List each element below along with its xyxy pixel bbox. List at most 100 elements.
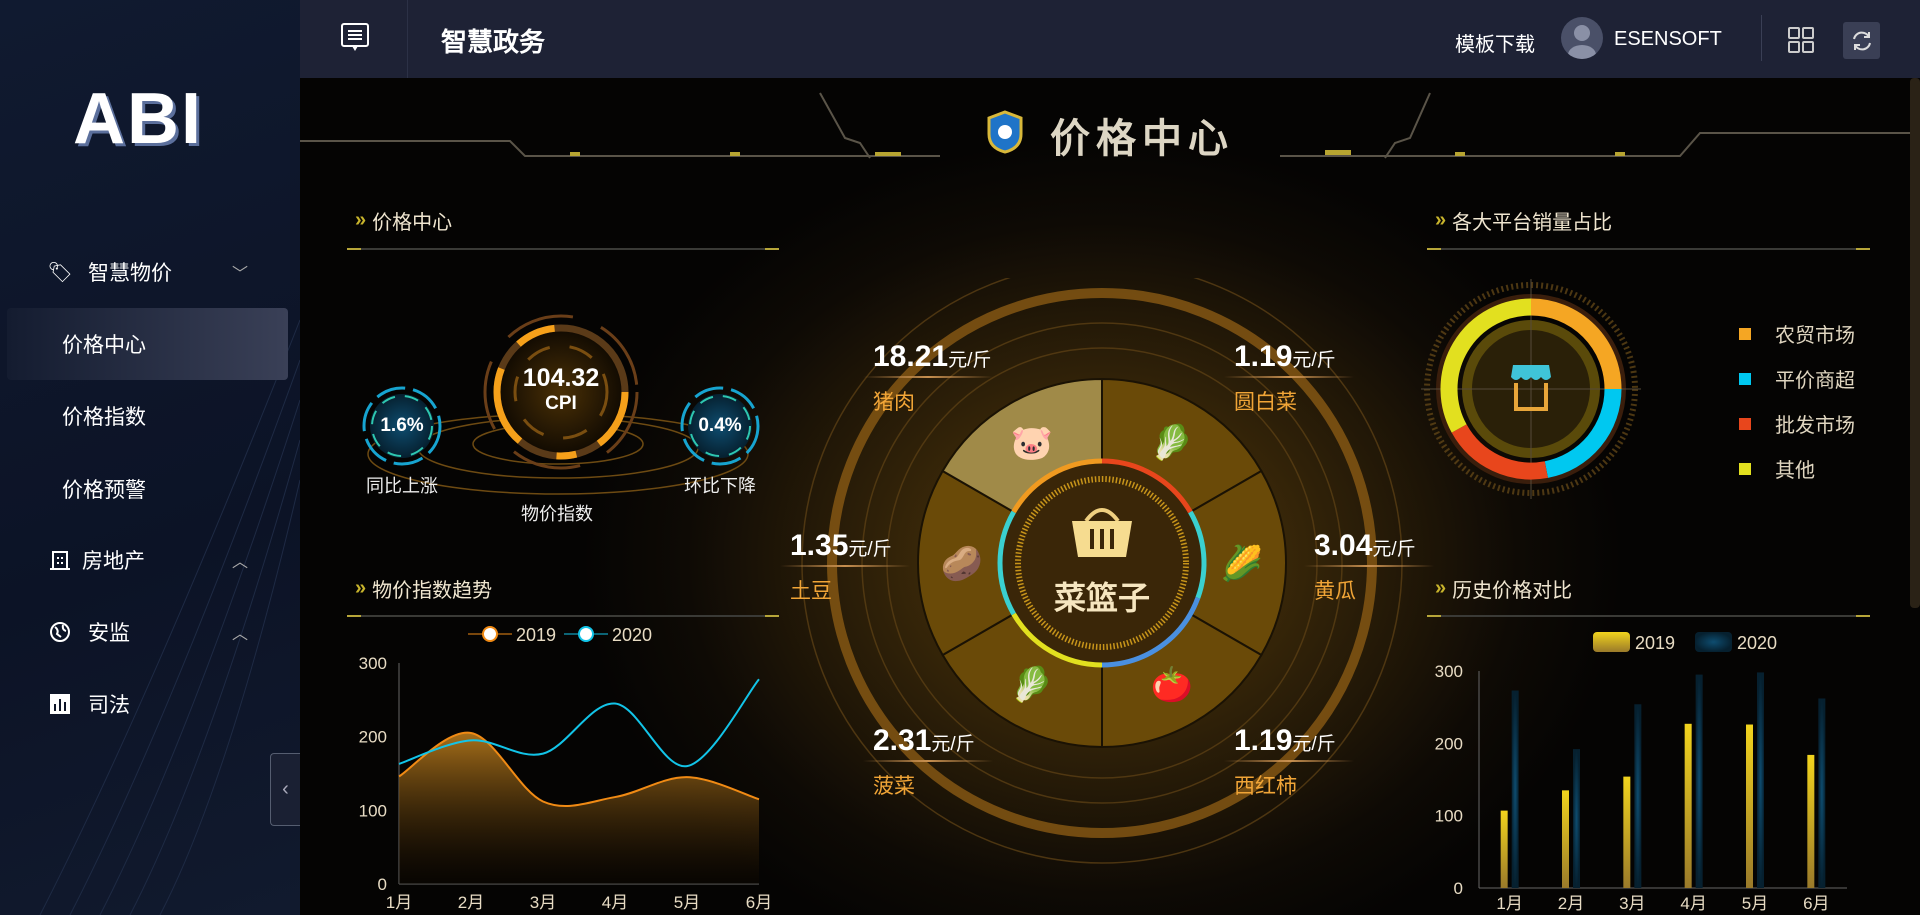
bar-2020-2月 bbox=[1573, 749, 1580, 888]
sidebar-item-price-index[interactable]: 价格指数 bbox=[0, 386, 300, 446]
bar-2019-1月 bbox=[1500, 810, 1508, 888]
item-name: 猪肉 bbox=[873, 391, 915, 414]
potato-icon: 🥔 bbox=[941, 544, 983, 583]
x-tick-label: 6月 bbox=[746, 893, 772, 912]
basket-item-3[interactable]: 3.04元/斤黄瓜 bbox=[1304, 529, 1434, 605]
chevron-left-icon: ‹ bbox=[282, 778, 289, 800]
bar-2019-3月 bbox=[1623, 776, 1631, 888]
sidebar-item-safety[interactable]: 安监 ︿ bbox=[0, 602, 300, 662]
building-icon bbox=[48, 548, 72, 572]
sidebar-item-real-estate[interactable]: 房地产 ︿ bbox=[0, 530, 300, 590]
basket-item-0[interactable]: 18.21元/斤 猪肉 bbox=[863, 340, 993, 416]
emblem-icon bbox=[986, 110, 1024, 159]
grid-icon[interactable] bbox=[1787, 26, 1815, 59]
item-name: 黄瓜 bbox=[1314, 580, 1356, 603]
legend-item[interactable]: 平价商超 bbox=[1739, 364, 1855, 393]
sidebar-item-judicial[interactable]: 司法 bbox=[0, 674, 300, 734]
app-title: 智慧政务 bbox=[441, 27, 546, 57]
x-tick-label: 1月 bbox=[1496, 894, 1522, 913]
donut-segment-0 bbox=[1530, 298, 1622, 390]
y-tick-label: 300 bbox=[1435, 662, 1463, 681]
legend-label: 平价商超 bbox=[1775, 370, 1855, 392]
sidebar-item-price-warning[interactable]: 价格预警 bbox=[0, 459, 300, 519]
y-tick-label: 300 bbox=[359, 654, 387, 673]
tag-icon: 🏷 bbox=[47, 261, 73, 284]
line-2020 bbox=[398, 678, 760, 768]
y-tick-label: 100 bbox=[359, 801, 387, 820]
legend-swatch bbox=[1739, 372, 1751, 385]
globe-icon bbox=[48, 620, 72, 644]
list-icon[interactable] bbox=[340, 22, 370, 59]
cpi-gauges bbox=[362, 314, 760, 495]
donut-segment-2 bbox=[1451, 424, 1548, 480]
x-tick-label: 2月 bbox=[1558, 894, 1584, 913]
legend-item[interactable]: 其他 bbox=[1739, 454, 1855, 483]
legend-label: 农贸市场 bbox=[1775, 325, 1855, 347]
legend-marker bbox=[482, 626, 498, 642]
item-name: 菠菜 bbox=[873, 775, 915, 798]
sidebar-item-label: 安监 bbox=[88, 622, 130, 645]
legend-item[interactable]: 农贸市场 bbox=[1739, 319, 1855, 348]
legend-swatch bbox=[1739, 417, 1751, 430]
basket-item-2[interactable]: 1.35元/斤 土豆 bbox=[780, 529, 910, 605]
logo: ABI bbox=[73, 79, 203, 159]
trend-chart: 0 100 200 300 1月 2月 3月 4月 5月 6月 2019 2020 bbox=[359, 625, 773, 912]
yoy-label: 同比上涨 bbox=[366, 476, 438, 496]
glow-ring bbox=[886, 347, 1318, 779]
divider bbox=[347, 615, 779, 617]
price-value: 3.04元/斤 bbox=[1314, 529, 1416, 562]
basket-item-5[interactable]: 1.19元/斤 西红柿 bbox=[1224, 724, 1354, 800]
x-tick-label: 5月 bbox=[1742, 894, 1768, 913]
divider bbox=[347, 248, 779, 250]
basket-item-1[interactable]: 1.19元/斤 圆白菜 bbox=[1224, 340, 1354, 416]
sidebar-item-label: 价格中心 bbox=[62, 334, 146, 357]
chevron-up-icon: ︿ bbox=[232, 554, 249, 571]
bar-2019-2月 bbox=[1562, 790, 1569, 888]
donut-segment-3 bbox=[1440, 298, 1532, 433]
x-tick-label: 4月 bbox=[602, 893, 628, 912]
bar-2019-4月 bbox=[1684, 723, 1692, 888]
sidebar-item-price-center[interactable]: 价格中心 bbox=[7, 308, 288, 380]
legend-item[interactable]: 批发市场 bbox=[1739, 409, 1855, 438]
x-tick-label: 5月 bbox=[674, 893, 700, 912]
cpi-label: CPI bbox=[545, 393, 577, 414]
avatar[interactable] bbox=[1561, 17, 1603, 59]
line-2019 bbox=[398, 731, 760, 807]
center-ring-segment bbox=[1011, 612, 1103, 668]
basket-center-label: 菜篮子 bbox=[1054, 580, 1150, 616]
y-tick-label: 200 bbox=[1435, 734, 1463, 753]
basket-item-4[interactable]: 2.31元/斤菠菜 bbox=[863, 724, 993, 800]
bar-2020-3月 bbox=[1634, 704, 1642, 888]
panel-title-history: » 历史价格对比 bbox=[1435, 577, 1573, 602]
price-value: 2.31元/斤 bbox=[873, 724, 975, 757]
collapse-sidebar-button[interactable]: ‹ bbox=[270, 753, 300, 826]
template-download-link[interactable]: 模板下载 bbox=[1455, 34, 1535, 56]
platform-share-legend: 农贸市场平价商超批发市场其他 bbox=[1739, 319, 1855, 483]
history-bar-chart: 0 100 200 300 1月 2月 3月 4月 5月 6月 2019 2020 bbox=[1435, 632, 1847, 913]
center-ring-segment bbox=[1011, 458, 1103, 514]
glow-ring bbox=[801, 278, 1403, 864]
spinach-icon: 🥬 bbox=[1011, 665, 1053, 704]
cpi-value: 104.32 bbox=[522, 364, 600, 392]
legend-swatch bbox=[1593, 632, 1630, 652]
banner-title: 价格中心 bbox=[1050, 117, 1234, 161]
cabbage-icon: 🥬 bbox=[1151, 423, 1193, 462]
sidebar-item-smart-price[interactable]: 🏷 智慧物价 ﹀ bbox=[0, 242, 300, 302]
chevrons-icon: » bbox=[1435, 577, 1446, 599]
scrollbar[interactable] bbox=[1910, 78, 1920, 608]
panel-title-platform-share: » 各大平台销量占比 bbox=[1435, 209, 1613, 234]
basket-wheel: 🥬 🌽 🍅 🥬 🥔 🐷 菜篮子 bbox=[801, 278, 1403, 864]
bar-2019-5月 bbox=[1746, 724, 1753, 888]
y-tick-label: 0 bbox=[1454, 879, 1463, 898]
panel-title-price-center: » 价格中心 bbox=[355, 209, 453, 234]
username[interactable]: ESENSOFT bbox=[1614, 28, 1722, 50]
legend-label: 批发市场 bbox=[1775, 415, 1855, 437]
legend-label: 2020 bbox=[612, 625, 652, 645]
price-value: 1.19元/斤 bbox=[1234, 340, 1336, 373]
sidebar-item-label: 房地产 bbox=[82, 550, 145, 573]
chevron-down-icon: ﹀ bbox=[232, 266, 249, 283]
legend-label: 2019 bbox=[516, 625, 556, 645]
refresh-button[interactable] bbox=[1843, 22, 1880, 59]
divider bbox=[407, 0, 408, 78]
tomato-icon: 🍅 bbox=[1151, 665, 1193, 705]
